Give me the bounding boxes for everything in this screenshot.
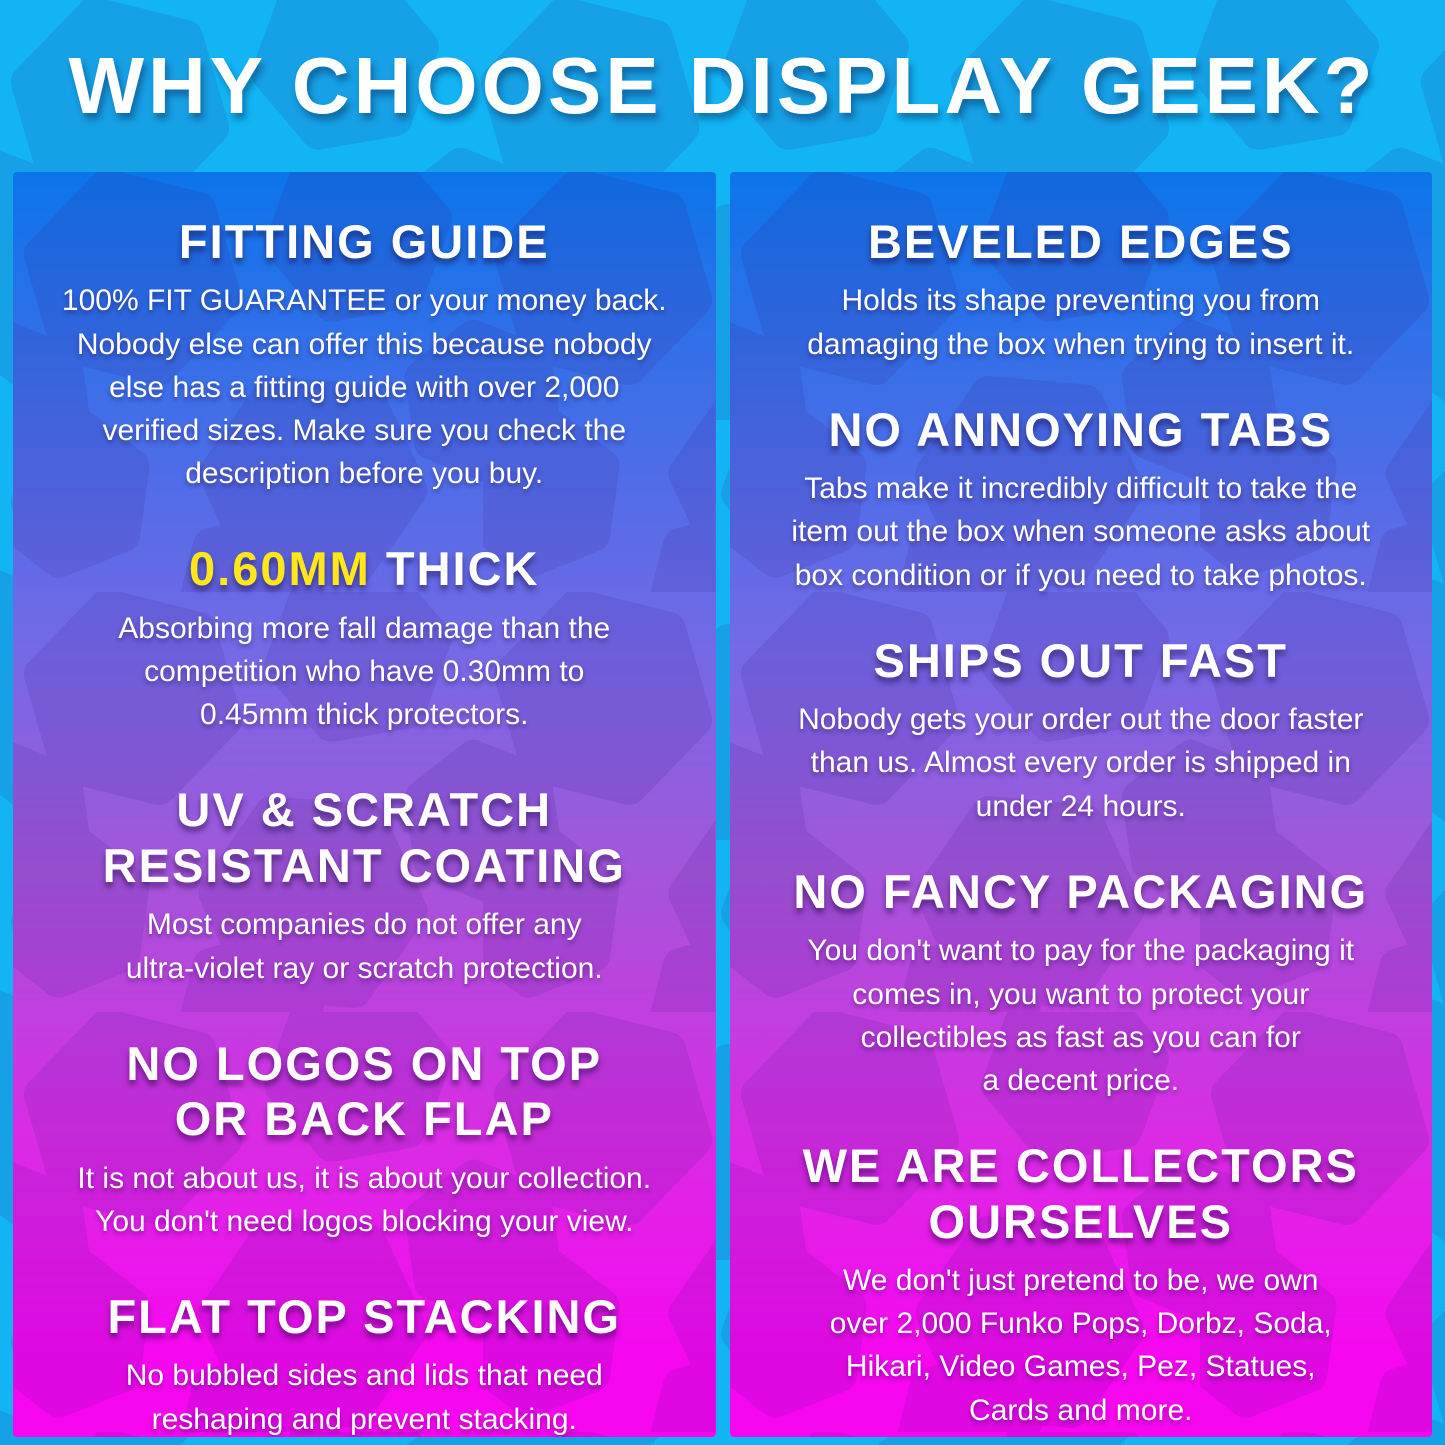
left-panel-hexagon-pattern — [13, 172, 716, 1437]
section-heading: SHIPS OUT FAST — [873, 633, 1288, 687]
page-title: WHY CHOOSE DISPLAY GEEK? — [68, 41, 1377, 130]
section-body: You don't want to pay for the packaging … — [807, 934, 1355, 1097]
section-we-are-collectors: WE ARE COLLECTORS OURSELVES We don't jus… — [740, 1138, 1423, 1432]
section-heading: 0.60MM THICK — [23, 541, 706, 596]
section-heading: BEVELED EDGES — [867, 215, 1294, 268]
section-heading: NO ANNOYING TABS — [828, 402, 1334, 456]
section-uv-scratch-coating: UV & SCRATCH RESISTANT COATING Most comp… — [23, 782, 706, 989]
right-panel-content: BEVELED EDGES Holds its shape preventing… — [730, 172, 1433, 1432]
thickness-value: 0.60MM — [189, 542, 371, 596]
feature-panels: FITTING GUIDE 100% FIT GUARANTEE or your… — [0, 172, 1445, 1437]
section-heading: NO LOGOS ON TOP OR BACK FLAP — [126, 1036, 603, 1146]
section-fitting-guide: FITTING GUIDE 100% FIT GUARANTEE or your… — [23, 214, 706, 495]
section-heading: WE ARE COLLECTORS OURSELVES — [802, 1139, 1359, 1248]
section-body: Most companies do not offer any ultra-vi… — [125, 908, 603, 985]
section-body: Holds its shape preventing you from dama… — [807, 284, 1355, 361]
right-panel: BEVELED EDGES Holds its shape preventing… — [729, 172, 1433, 1437]
section-thickness: 0.60MM THICK Absorbing more fall damage … — [23, 541, 706, 736]
section-no-annoying-tabs: NO ANNOYING TABS Tabs make it incredibly… — [740, 402, 1423, 597]
right-panel-hexagon-pattern — [729, 172, 1432, 1437]
section-no-fancy-packaging: NO FANCY PACKAGING You don't want to pay… — [740, 864, 1423, 1102]
thickness-label: THICK — [385, 542, 540, 596]
section-body: It is not about us, it is about your col… — [77, 1161, 652, 1238]
section-body: Nobody gets your order out the door fast… — [798, 703, 1364, 823]
section-heading: UV & SCRATCH RESISTANT COATING — [102, 783, 626, 892]
section-flat-top-stacking: FLAT TOP STACKING No bubbled sides and l… — [23, 1289, 706, 1437]
left-panel-content: FITTING GUIDE 100% FIT GUARANTEE or your… — [13, 172, 716, 1437]
section-heading: FLAT TOP STACKING — [107, 1289, 622, 1343]
section-body: 100% FIT GUARANTEE or your money back. N… — [61, 284, 667, 491]
section-beveled-edges: BEVELED EDGES Holds its shape preventing… — [740, 214, 1423, 366]
left-panel: FITTING GUIDE 100% FIT GUARANTEE or your… — [13, 172, 716, 1437]
section-no-logos: NO LOGOS ON TOP OR BACK FLAP It is not a… — [23, 1036, 706, 1243]
section-ships-out-fast: SHIPS OUT FAST Nobody gets your order ou… — [740, 633, 1423, 828]
section-heading: FITTING GUIDE — [178, 215, 550, 268]
title-band: WHY CHOOSE DISPLAY GEEK? — [0, 0, 1445, 172]
section-body: Absorbing more fall damage than the comp… — [118, 611, 611, 732]
section-body: We don't just pretend to be, we own over… — [829, 1263, 1332, 1427]
section-body: No bubbled sides and lids that need resh… — [125, 1359, 603, 1436]
section-heading: NO FANCY PACKAGING — [793, 864, 1369, 918]
section-body: Tabs make it incredibly difficult to tak… — [791, 472, 1371, 592]
